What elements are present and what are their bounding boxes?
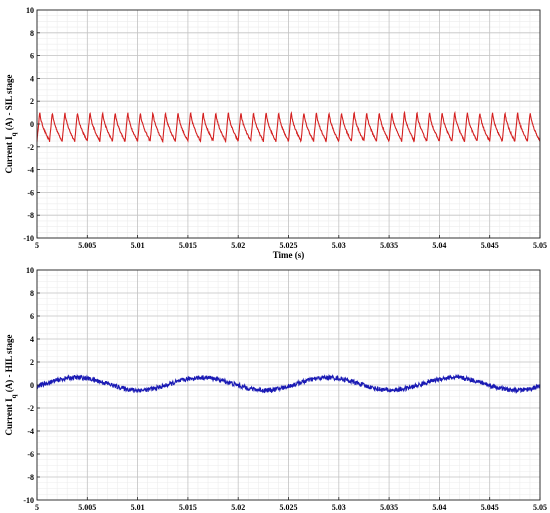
x-tick-label: 5.04	[432, 503, 446, 512]
y-tick-label: 4	[30, 74, 34, 83]
x-tick-label: 5.015	[179, 503, 197, 512]
y-tick-label: 0	[30, 120, 34, 129]
y-tick-label: 6	[30, 52, 34, 61]
y-tick-label: 8	[30, 29, 34, 38]
sil-stage-plot: 5 5.005 5.01 5.015 5.02 5.025 5.03 5.035 5.04 5.0…	[4, 6, 547, 260]
y-tick-label: -10	[23, 496, 34, 505]
x-tick-label: 5.045	[481, 241, 499, 250]
y-tick-label: -10	[23, 234, 34, 243]
y-tick-label: 6	[30, 312, 34, 321]
y-axis-label: Current Iq (A) - SIL stage	[4, 74, 18, 173]
hil-current-line	[36, 373, 541, 394]
x-tick-label: 5.035	[380, 241, 398, 250]
x-tick-label: 5.025	[280, 503, 298, 512]
x-tick-label: 5.02	[231, 503, 245, 512]
y-tick-label: -8	[27, 473, 34, 482]
x-tick-label: 5.03	[332, 503, 346, 512]
x-tick-label: 5.05	[533, 241, 547, 250]
x-tick-label: 5.035	[380, 503, 398, 512]
x-tick-label: 5	[35, 241, 39, 250]
hil-stage-plot: 5 5.005 5.01 5.015 5.02 5.025 5.03 5.035 5.04 5.0…	[4, 266, 547, 512]
y-tick-label: 0	[30, 381, 34, 390]
x-tick-label: 5.03	[332, 241, 346, 250]
x-tick-label: 5.005	[78, 503, 96, 512]
x-tick-label: 5.025	[280, 241, 298, 250]
y-tick-label: 4	[30, 335, 34, 344]
sil-current-line	[36, 110, 541, 144]
y-tick-label: -4	[27, 427, 34, 436]
y-tick-label: -6	[27, 450, 34, 459]
x-tick-label: 5.05	[533, 503, 547, 512]
y-tick-label: 10	[26, 6, 34, 15]
x-tick-label: 5.015	[179, 241, 197, 250]
y-axis-label: Current Iq (A) - HIL stage	[4, 335, 18, 436]
y-tick-label: -8	[27, 211, 34, 220]
x-tick-label: 5.045	[481, 503, 499, 512]
x-tick-label: 5.01	[131, 241, 145, 250]
x-tick-label: 5.005	[78, 241, 96, 250]
x-tick-label: 5	[35, 503, 39, 512]
y-tick-label: -6	[27, 188, 34, 197]
y-tick-label: 2	[30, 358, 34, 367]
y-tick-label: -2	[27, 404, 34, 413]
x-tick-label: 5.04	[432, 241, 446, 250]
y-tick-label: -2	[27, 143, 34, 152]
y-tick-label: 2	[30, 97, 34, 106]
y-tick-label: -4	[27, 166, 34, 175]
y-tick-label: 10	[26, 266, 34, 275]
x-axis-label: Time (s)	[273, 250, 305, 260]
y-tick-label: 8	[30, 289, 34, 298]
x-tick-label: 5.01	[131, 503, 145, 512]
x-tick-label: 5.02	[231, 241, 245, 250]
